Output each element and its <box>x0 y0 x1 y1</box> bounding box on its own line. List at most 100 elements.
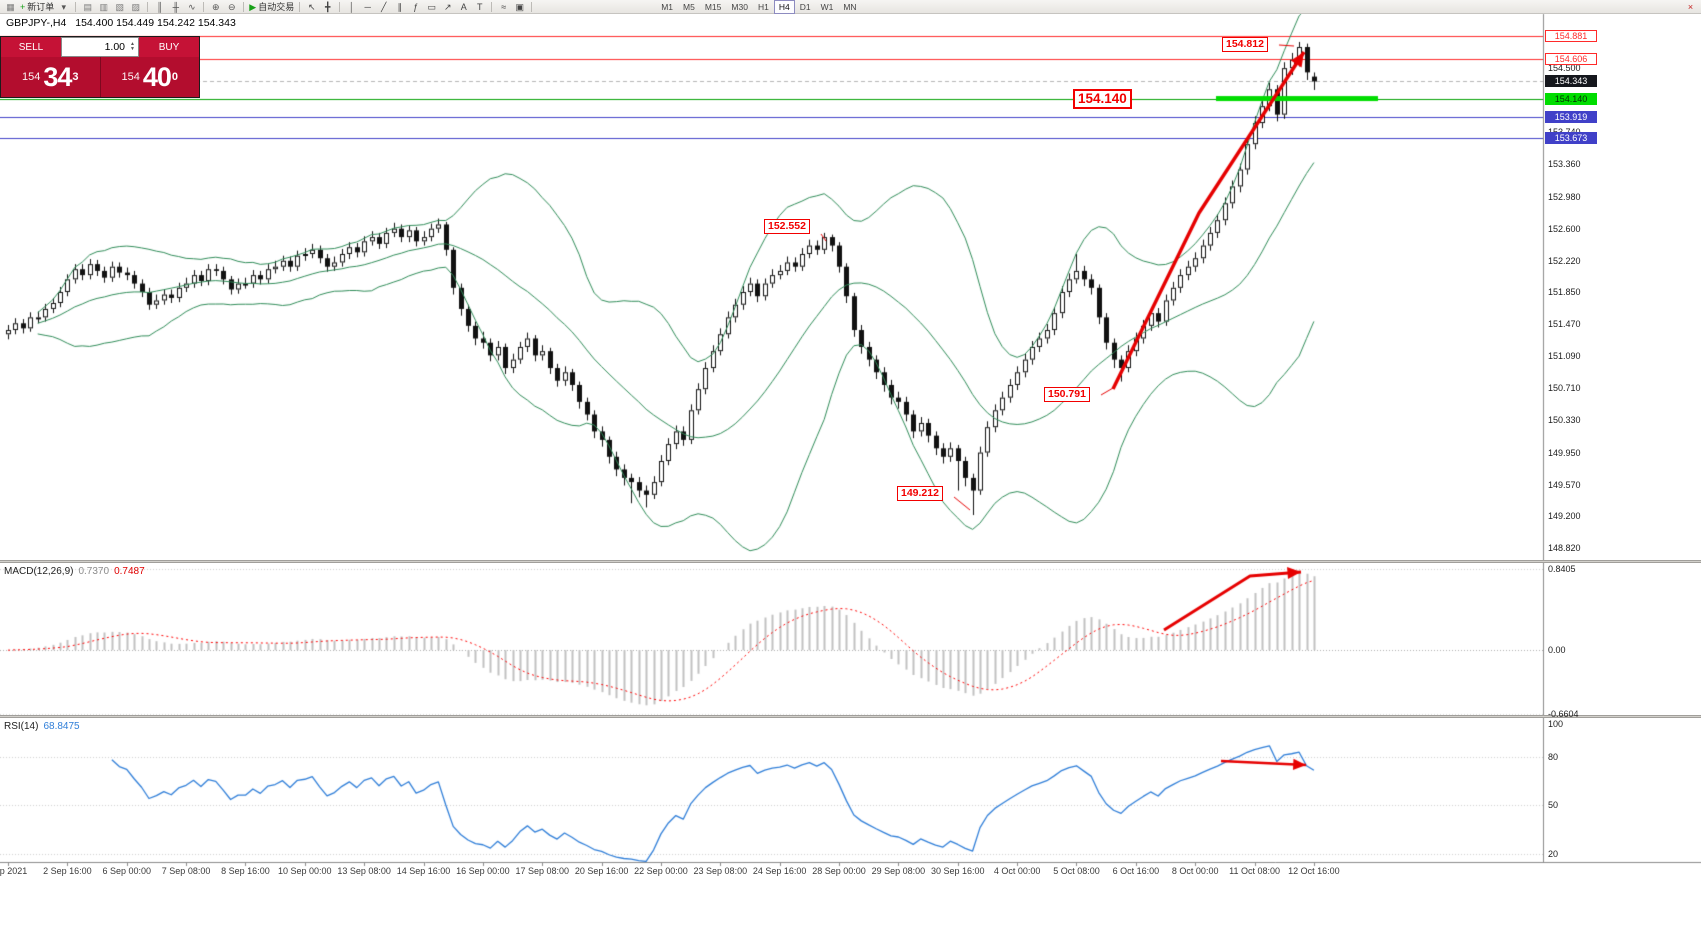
timeframe-h1[interactable]: H1 <box>757 1 769 12</box>
bar-chart-icon[interactable]: ║ <box>152 1 167 13</box>
zoom-out-icon[interactable]: ⊖ <box>224 1 239 13</box>
timeframe-h4[interactable]: H4 <box>773 0 795 14</box>
rsi-axis-tick: 20 <box>1548 848 1559 859</box>
timeframe-m15[interactable]: M15 <box>704 1 722 12</box>
chart-window-icon[interactable]: ▦ <box>3 1 18 13</box>
auto-trading-button-glyph: ▶ <box>249 1 257 12</box>
price-axis-tick: 152.980 <box>1548 191 1581 202</box>
indicators-icon[interactable]: ≈ <box>496 1 511 13</box>
volume-up-button[interactable]: ▲ <box>130 41 135 47</box>
timeframe-m1[interactable]: M1 <box>661 1 674 12</box>
data-window-icon[interactable]: ▥ <box>96 1 111 13</box>
price-annotation[interactable]: 149.212 <box>897 486 943 501</box>
sell-button[interactable]: SELL <box>1 37 61 57</box>
market-watch-icon[interactable]: ▤ <box>80 1 95 13</box>
zoom-out-icon-glyph: ⊖ <box>228 1 236 12</box>
price-annotation[interactable]: 152.552 <box>764 219 810 234</box>
price-axis-tick: 149.200 <box>1548 510 1581 521</box>
macd-signal-value: 0.7487 <box>114 566 145 577</box>
rsi-name: RSI(14) <box>4 721 39 732</box>
sell-price[interactable]: 154 34 3 <box>1 57 101 97</box>
time-axis-label: 29 Sep 08:00 <box>871 866 926 876</box>
price-annotation[interactable]: 154.140 <box>1073 89 1132 109</box>
timeframe-m5[interactable]: M5 <box>683 1 695 12</box>
timeframe-m30[interactable]: M30 <box>731 1 748 12</box>
rsi-axis-tick: 80 <box>1548 751 1559 762</box>
time-axis-label: 17 Sep 08:00 <box>515 866 570 876</box>
price-annotation[interactable]: 150.791 <box>1044 387 1090 402</box>
text-icon[interactable]: A <box>456 1 471 13</box>
arrow-tool-icon[interactable]: ↗ <box>440 1 455 13</box>
new-order-button[interactable]: + 新订单 <box>19 1 55 13</box>
panel-splitter-macd[interactable] <box>0 560 1701 563</box>
time-axis-label: 11 Oct 08:00 <box>1229 866 1280 876</box>
toolbar-separator <box>203 1 205 12</box>
time-axis-label: 7 Sep 08:00 <box>161 866 211 876</box>
navigator-icon[interactable]: ▧ <box>112 1 127 13</box>
price-annotation[interactable]: 154.812 <box>1222 37 1268 52</box>
buy-price-prefix: 154 <box>121 71 140 83</box>
terminal-icon-glyph: ▨ <box>131 1 141 12</box>
panel-splitter-rsi[interactable] <box>0 715 1701 718</box>
buy-price-big: 40 <box>142 62 172 92</box>
price-axis-tick: 149.570 <box>1548 479 1581 490</box>
text-label-icon-glyph: T <box>476 1 483 12</box>
time-axis-label: 6 Oct 16:00 <box>1112 866 1160 876</box>
fibonacci-icon[interactable]: ƒ <box>408 1 423 13</box>
toolbar-separator <box>75 1 77 12</box>
candlestick-chart-icon[interactable]: ╫ <box>168 1 183 13</box>
horizontal-line-icon[interactable]: ─ <box>360 1 375 13</box>
trendline-icon[interactable]: ╱ <box>376 1 391 13</box>
timeframe-w1[interactable]: W1 <box>820 1 834 12</box>
price-axis-tick: 148.820 <box>1548 543 1581 553</box>
crosshair-icon[interactable]: ╋ <box>320 1 335 13</box>
price-axis-tick: 151.470 <box>1548 319 1581 330</box>
text-icon-glyph: A <box>460 1 467 12</box>
cursor-icon[interactable]: ↖ <box>304 1 319 13</box>
timeframe-mn[interactable]: MN <box>843 1 857 12</box>
volume-stepper: ▲ ▼ <box>127 42 138 52</box>
time-axis-label: 24 Sep 16:00 <box>752 866 807 876</box>
vertical-line-icon-glyph: │ <box>348 1 355 12</box>
rsi-axis-tick: 50 <box>1548 800 1559 811</box>
line-chart-icon[interactable]: ∿ <box>184 1 199 13</box>
window-close-icon[interactable]: × <box>1683 1 1698 13</box>
terminal-icon[interactable]: ▨ <box>128 1 143 13</box>
fibonacci-icon-glyph: ƒ <box>413 1 419 12</box>
vertical-line-icon[interactable]: │ <box>344 1 359 13</box>
time-axis-label: 20 Sep 16:00 <box>574 866 629 876</box>
arrow-tool-icon-glyph: ↗ <box>443 1 452 12</box>
time-axis-label: 12 Oct 16:00 <box>1288 866 1340 876</box>
buy-price-pip: 0 <box>171 71 179 83</box>
channel-icon-glyph: ∥ <box>397 1 402 12</box>
time-axis-label: 5 Oct 08:00 <box>1053 866 1100 876</box>
templates-icon[interactable]: ▣ <box>512 1 527 13</box>
buy-button[interactable]: BUY <box>139 37 199 57</box>
price-axis-tick: 154.500 <box>1548 63 1581 74</box>
buy-price[interactable]: 154 40 0 <box>100 57 199 97</box>
volume-down-button[interactable]: ▼ <box>130 46 135 52</box>
macd-indicator-label: MACD(12,26,9) 0.7370 0.7487 <box>4 566 145 577</box>
channel-icon[interactable]: ∥ <box>392 1 407 13</box>
new-order-dropdown[interactable]: ▾ <box>56 1 71 13</box>
zoom-in-icon[interactable]: ⊕ <box>208 1 223 13</box>
macd-name: MACD(12,26,9) <box>4 566 74 577</box>
ohlc-values: 154.400 154.449 154.242 154.343 <box>75 17 236 29</box>
auto-trading-button[interactable]: ▶ 自动交易 <box>248 1 295 13</box>
chart-window-icon-glyph: ▦ <box>6 1 15 12</box>
price-axis-tick: 152.600 <box>1548 223 1581 234</box>
text-label-icon[interactable]: T <box>472 1 487 13</box>
price-axis-tick: 151.850 <box>1548 287 1581 298</box>
time-axis-label: 6 Sep 00:00 <box>102 866 151 876</box>
sell-price-prefix: 154 <box>21 71 41 83</box>
price-axis-tick: 150.710 <box>1548 383 1581 394</box>
timeframe-d1[interactable]: D1 <box>799 1 811 12</box>
rsi-indicator-label: RSI(14) 68.8475 <box>4 721 80 732</box>
time-axis-label: Sep 2021 <box>0 866 28 876</box>
time-axis-label: 2 Sep 16:00 <box>43 866 92 876</box>
macd-axis-tick: 0.8405 <box>1548 563 1576 574</box>
volume-input[interactable] <box>62 41 127 53</box>
shapes-icon[interactable]: ▭ <box>424 1 439 13</box>
